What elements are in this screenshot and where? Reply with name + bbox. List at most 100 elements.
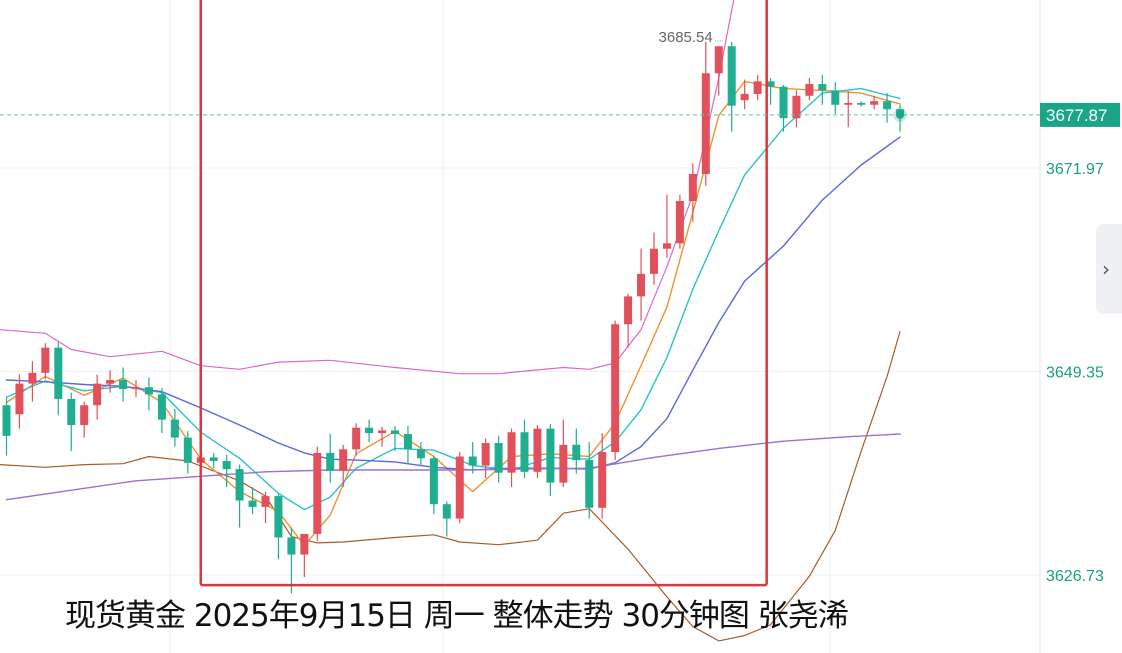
y-tick-label: 3649.35 [1046,365,1104,382]
candle-body [2,405,11,436]
expand-panel-button[interactable]: › [1096,224,1122,314]
candle-body [132,387,140,390]
candle [132,380,140,398]
candle-body [365,427,374,434]
candle-body [313,452,322,534]
candle [235,464,244,528]
candle-body [326,452,335,471]
candle [339,444,348,488]
candle-body [287,537,296,555]
annotations: 3685.54 [0,0,1040,587]
candle [572,428,581,474]
candle [170,408,179,447]
candle [637,248,646,321]
candle [675,194,684,249]
candle-body [106,380,115,384]
candle-body [80,405,89,426]
candle-body [222,461,231,470]
candle [766,77,775,105]
candle [274,493,283,560]
candle-body [339,449,348,471]
bollinger-upper-line [0,0,735,375]
candle [287,527,296,594]
candle [688,163,697,222]
candle-body [429,458,438,505]
candle [67,392,76,452]
candle [883,93,892,123]
candle-body [352,427,361,450]
candle-body [494,443,503,473]
candle [598,433,607,519]
candle [28,361,37,402]
candle [416,442,425,465]
candle-body [559,444,568,483]
candle-body [766,81,775,87]
candle [870,95,879,110]
candle [144,377,153,411]
candle-body [857,102,866,105]
candle-body [611,324,620,453]
candle [546,424,555,497]
price-axis: 3671.97 3649.35 3626.73 3677.87 [1040,102,1120,585]
candle-body [572,444,581,461]
candle-body [546,428,555,483]
candle-body [119,380,128,390]
candle-body [779,86,788,119]
candle-body [844,102,853,105]
candle [54,342,63,416]
candle-body [714,46,723,74]
candle-body [740,93,749,101]
candle-body [520,432,529,472]
candle-body [403,434,412,450]
candle [727,41,736,132]
candle-body [624,296,633,325]
candle [80,401,89,438]
candle-body [170,419,179,438]
candle [442,501,451,537]
candle [494,435,503,483]
candle-body [831,90,840,105]
candle-body [507,432,516,473]
bollinger-lower-line [0,330,901,642]
candle [611,320,620,461]
candle-body [54,347,63,399]
candle-body [274,496,283,538]
candle-body [209,457,218,462]
candle-body [300,533,309,555]
candle-body [391,430,399,435]
candle-body [235,469,244,501]
candle [753,75,762,101]
candle [222,454,231,488]
candle [352,423,361,456]
candle [831,82,840,114]
candlesticks [2,41,905,594]
candle-body [468,456,477,466]
candle-body [28,372,37,384]
candle-body [701,73,710,175]
candle [857,101,866,107]
candle [261,491,270,524]
candle-body [416,449,425,459]
candle-body [67,398,76,426]
y-tick-label: 3671.97 [1046,161,1104,178]
candle [300,533,309,578]
candle-body [183,437,192,463]
candle-body [261,496,270,507]
candle [533,425,542,479]
current-price-badge [1040,102,1120,127]
candle [403,425,412,465]
candle [701,41,710,186]
candle-body [637,273,646,297]
candle-body [378,430,387,434]
candle-body [93,383,102,406]
candle [183,431,192,474]
candle [714,46,723,96]
candle-body [675,201,684,244]
candle [805,77,814,101]
candle [844,91,853,128]
current-price-dot [896,110,905,119]
candle [818,75,827,105]
candle-body [248,500,257,507]
candle [650,232,658,285]
